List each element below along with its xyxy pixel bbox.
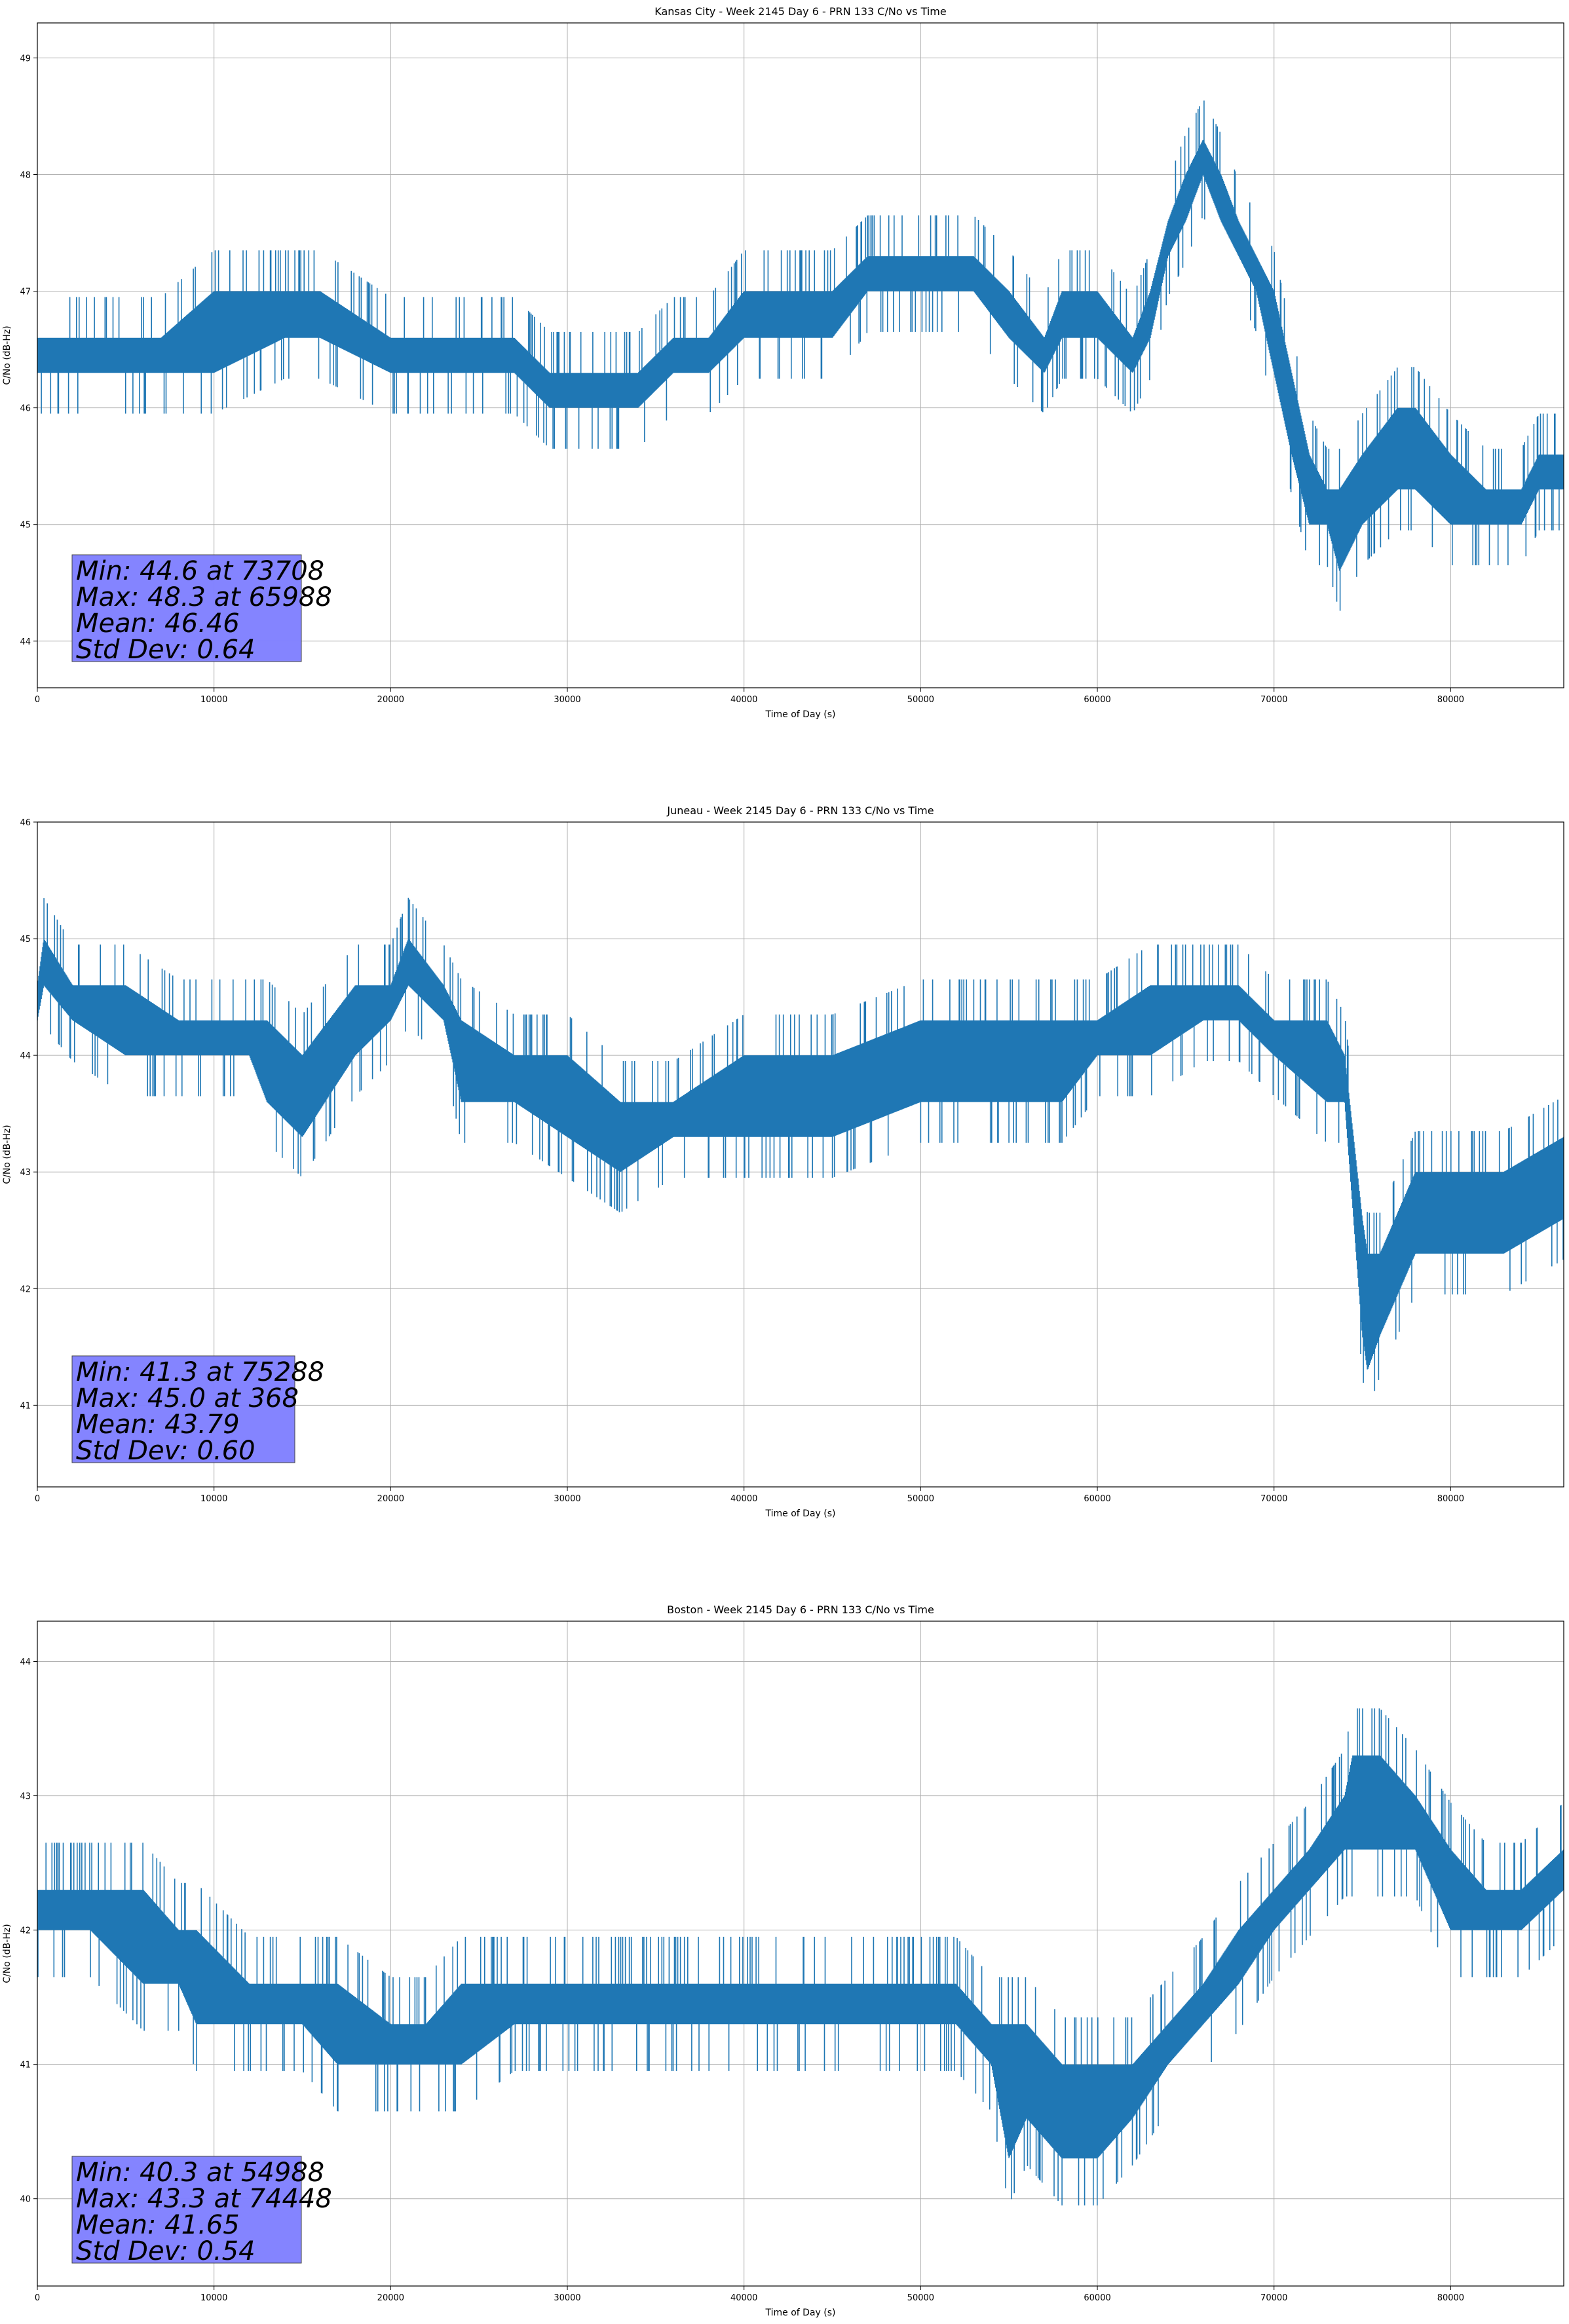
stats-mean-text: Mean: 43.79 [76,1410,240,1440]
y-tick-label: 49 [20,54,31,64]
cno-series-line [37,100,1564,611]
x-tick-label: 80000 [1437,2293,1464,2303]
x-tick-label: 0 [35,695,40,705]
stats-max-text: Max: 45.0 at 368 [76,1383,299,1414]
x-tick-label: 40000 [730,695,757,705]
x-axis-label: Time of Day (s) [765,709,836,720]
stats-std-text: Std Dev: 0.54 [76,2236,255,2266]
stats-box [71,1355,295,1463]
chart-title: Kansas City - Week 2145 Day 6 - PRN 133 … [654,5,946,18]
cno-series-line [37,897,1564,1391]
y-axis-label: C/No (dB-Hz) [2,1924,12,1983]
axes-frame [37,821,1564,1488]
x-tick-label: 50000 [907,695,934,705]
stats-box [71,2156,302,2264]
x-tick-label: 60000 [1084,2293,1110,2303]
stats-min-text: Min: 44.6 at 73708 [76,556,324,586]
axes-frame [37,1621,1564,2287]
y-tick-label: 44 [20,1658,31,1668]
x-tick-label: 50000 [907,2293,934,2303]
x-tick-label: 60000 [1084,1494,1110,1504]
chart-2: Boston - Week 2145 Day 6 - PRN 133 C/No … [2,1603,1564,2318]
y-tick-label: 45 [20,935,31,945]
x-tick-label: 10000 [200,1494,227,1504]
x-tick-label: 70000 [1260,695,1287,705]
stats-std-text: Std Dev: 0.60 [76,1436,255,1466]
x-axis-label: Time of Day (s) [765,1509,836,1519]
stats-mean-text: Mean: 41.65 [76,2210,240,2240]
stats-min-text: Min: 40.3 at 54988 [76,2158,324,2188]
x-tick-label: 60000 [1084,695,1110,705]
y-tick-label: 41 [20,1401,31,1411]
y-tick-label: 43 [20,1792,31,1802]
y-tick-label: 43 [20,1168,31,1178]
stats-mean-text: Mean: 46.46 [76,609,240,639]
x-tick-label: 70000 [1260,1494,1287,1504]
stats-std-text: Std Dev: 0.64 [76,635,255,665]
chart-0: Kansas City - Week 2145 Day 6 - PRN 133 … [2,5,1564,720]
x-tick-label: 20000 [377,695,404,705]
chart-title: Boston - Week 2145 Day 6 - PRN 133 C/No … [667,1603,934,1616]
stats-max-text: Max: 48.3 at 65988 [76,582,332,612]
cno-series-line [37,1708,1564,2205]
x-tick-label: 50000 [907,1494,934,1504]
y-axis-label: C/No (dB-Hz) [2,326,12,384]
y-tick-label: 41 [20,2061,31,2071]
y-tick-label: 48 [20,170,31,180]
chart-title: Juneau - Week 2145 Day 6 - PRN 133 C/No … [666,804,934,817]
x-tick-label: 40000 [730,2293,757,2303]
y-tick-label: 45 [20,521,31,531]
y-tick-label: 47 [20,288,31,297]
x-tick-label: 70000 [1260,2293,1287,2303]
chart-1: Juneau - Week 2145 Day 6 - PRN 133 C/No … [2,804,1564,1519]
x-axis-label: Time of Day (s) [765,2308,836,2318]
stats-box [71,554,302,662]
x-tick-label: 30000 [554,2293,580,2303]
y-tick-label: 40 [20,2195,31,2205]
y-axis-label: C/No (dB-Hz) [2,1125,12,1184]
x-tick-label: 10000 [200,2293,227,2303]
x-tick-label: 80000 [1437,695,1464,705]
x-tick-label: 40000 [730,1494,757,1504]
x-tick-label: 10000 [200,695,227,705]
stats-min-text: Min: 41.3 at 75288 [76,1357,324,1387]
y-tick-label: 42 [20,1926,31,1936]
x-tick-label: 0 [35,1494,40,1504]
x-tick-label: 80000 [1437,1494,1464,1504]
y-tick-label: 42 [20,1284,31,1294]
y-tick-label: 46 [20,818,31,828]
x-tick-label: 30000 [554,1494,580,1504]
axes-frame [37,22,1564,688]
stats-max-text: Max: 43.3 at 74448 [76,2184,332,2214]
y-tick-label: 44 [20,637,31,647]
x-tick-label: 30000 [554,695,580,705]
x-tick-label: 0 [35,2293,40,2303]
y-tick-label: 46 [20,404,31,414]
x-tick-label: 20000 [377,1494,404,1504]
x-tick-label: 20000 [377,2293,404,2303]
y-tick-label: 44 [20,1051,31,1061]
